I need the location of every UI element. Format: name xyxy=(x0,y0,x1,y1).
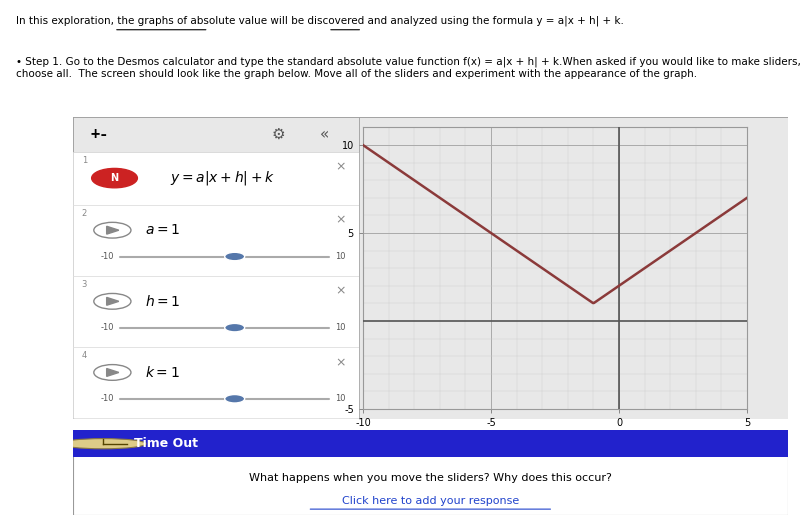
Text: ⚙: ⚙ xyxy=(272,127,285,142)
Circle shape xyxy=(225,323,244,332)
Text: -10: -10 xyxy=(101,395,114,403)
Bar xyxy=(73,152,358,204)
Text: 10: 10 xyxy=(334,252,345,261)
Text: 4: 4 xyxy=(82,352,87,361)
Bar xyxy=(73,204,358,276)
Bar xyxy=(73,276,358,347)
Text: +-: +- xyxy=(91,127,109,142)
Text: «: « xyxy=(320,127,328,142)
Text: $k=1$: $k=1$ xyxy=(144,365,179,380)
Text: 10: 10 xyxy=(334,323,345,332)
Text: Click here to add your response: Click here to add your response xyxy=(341,496,518,507)
Bar xyxy=(73,347,358,418)
Polygon shape xyxy=(106,226,118,234)
Text: In this exploration, the graphs of absolute value will be discovered and analyze: In this exploration, the graphs of absol… xyxy=(16,15,623,26)
Text: $a=1$: $a=1$ xyxy=(144,223,179,237)
Text: 1: 1 xyxy=(82,156,87,165)
Text: 10: 10 xyxy=(334,395,345,403)
Text: $y=a|x+h|+k$: $y=a|x+h|+k$ xyxy=(169,169,274,187)
Circle shape xyxy=(225,395,244,403)
Bar xyxy=(358,117,787,419)
Text: Time Out: Time Out xyxy=(134,437,198,450)
Text: • Step 1. Go to the Desmos calculator and type the standard absolute value funct: • Step 1. Go to the Desmos calculator an… xyxy=(16,56,800,79)
Polygon shape xyxy=(106,297,118,305)
Bar xyxy=(73,117,358,152)
Bar xyxy=(73,430,787,457)
Circle shape xyxy=(92,168,137,188)
Circle shape xyxy=(225,252,244,261)
Text: $h=1$: $h=1$ xyxy=(144,294,180,309)
Text: ×: × xyxy=(335,161,345,174)
Text: ×: × xyxy=(335,285,345,298)
Text: 3: 3 xyxy=(82,280,87,289)
Text: -10: -10 xyxy=(101,323,114,332)
Text: ×: × xyxy=(335,356,345,369)
Text: 2: 2 xyxy=(82,209,87,218)
Polygon shape xyxy=(106,369,118,376)
Circle shape xyxy=(60,439,146,449)
Text: What happens when you move the sliders? Why does this occur?: What happens when you move the sliders? … xyxy=(249,473,611,483)
Text: -10: -10 xyxy=(101,252,114,261)
Text: N: N xyxy=(110,173,118,183)
Text: ×: × xyxy=(335,213,345,227)
